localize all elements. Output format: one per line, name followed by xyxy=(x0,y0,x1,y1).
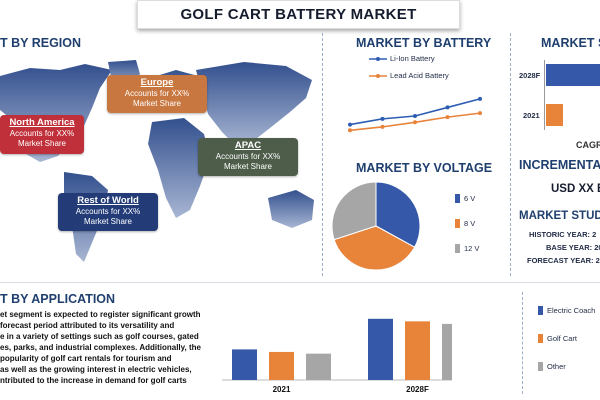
size-bar-2021 xyxy=(546,104,564,126)
legend-label: 6 V xyxy=(464,194,476,203)
voltage-legend-8v: 8 V xyxy=(455,219,475,228)
map-africa xyxy=(148,118,210,218)
battery-data-point xyxy=(445,115,450,120)
application-description: et segment is expected to register signi… xyxy=(0,309,201,386)
legend-label: 12 V xyxy=(464,244,480,253)
text-line: popularity of golf cart rentals for tour… xyxy=(0,354,172,363)
app-bar xyxy=(442,323,452,380)
battery-data-point xyxy=(348,122,352,127)
region-name: Rest of World xyxy=(77,195,139,206)
app-bar xyxy=(306,353,331,380)
legend-swatch xyxy=(538,362,543,371)
app-legend-other: Other xyxy=(538,362,566,371)
region-share-label: Market Share xyxy=(83,217,133,226)
region-box-north-america: North America Accounts for XX% Market Sh… xyxy=(0,115,84,154)
application-section-title: T BY APPLICATION xyxy=(0,292,116,306)
region-share: Accounts for XX% xyxy=(75,207,141,216)
divider-horizontal xyxy=(0,282,600,283)
legend-label: Lead Acid Battery xyxy=(390,71,449,80)
pie-slice xyxy=(333,225,416,271)
voltage-pie-chart xyxy=(331,181,421,271)
legend-swatch xyxy=(455,244,460,253)
legend-swatch xyxy=(455,194,460,203)
app-bar xyxy=(405,321,430,380)
app-category-label: 2028F xyxy=(406,385,429,394)
line-legend-icon xyxy=(369,73,387,78)
title-banner: GOLF CART BATTERY MARKET xyxy=(137,0,460,29)
battery-data-point xyxy=(478,111,482,116)
region-section-title: T BY REGION xyxy=(0,36,82,50)
battery-data-point xyxy=(413,120,417,125)
battery-data-point xyxy=(348,128,352,133)
app-category-label: 2021 xyxy=(273,385,291,394)
application-bar-chart: 2021 2028F xyxy=(222,318,452,394)
incremental-label: INCREMENTAL G xyxy=(519,158,600,172)
text-line: et segment is expected to register signi… xyxy=(0,310,201,319)
line-legend-icon xyxy=(369,56,387,61)
voltage-legend-6v: 6 V xyxy=(455,194,475,203)
battery-legend-liion: Li-Ion Battery xyxy=(369,54,435,63)
forecast-year: FORECAST YEAR: 20 xyxy=(527,256,600,265)
battery-legend-leadacid: Lead Acid Battery xyxy=(369,71,449,80)
region-share-label: Market Share xyxy=(17,139,67,148)
voltage-section-title: MARKET BY VOLTAGE xyxy=(356,161,493,175)
map-asia xyxy=(196,62,312,146)
usd-value: USD XX BI xyxy=(551,183,600,195)
legend-label: Other xyxy=(547,362,566,371)
region-share-label: Market Share xyxy=(132,99,182,108)
region-share: Accounts for XX% xyxy=(124,89,190,98)
size-bar-2028 xyxy=(546,64,600,86)
text-line: es, parks, and industrial complexes. Add… xyxy=(0,343,201,352)
text-line: as well as the growing interest in elect… xyxy=(0,365,192,374)
region-name: APAC xyxy=(234,140,262,151)
app-legend-electric-coach: Electric Coach xyxy=(538,306,595,315)
region-share-label: Market Share xyxy=(223,162,273,171)
pie-slice xyxy=(375,181,421,248)
pie-slice xyxy=(331,181,377,241)
app-legend-golf-cart: Golf Cart xyxy=(538,334,577,343)
app-bar xyxy=(269,351,294,380)
map-australia xyxy=(268,190,314,228)
battery-data-point xyxy=(445,105,450,110)
legend-label: 8 V xyxy=(464,219,476,228)
region-share: Accounts for XX% xyxy=(9,129,75,138)
battery-data-point xyxy=(380,116,385,121)
battery-data-point xyxy=(413,114,417,118)
size-axis xyxy=(544,60,545,130)
region-box-apac: APAC Accounts for XX% Market Share xyxy=(198,138,298,176)
divider-battery-size xyxy=(510,33,511,276)
divider-region-battery xyxy=(322,33,323,276)
text-line: e in a variety of settings such as golf … xyxy=(0,332,199,341)
text-line: forecast period attributed to its versat… xyxy=(0,321,175,330)
region-box-europe: Europe Accounts for XX% Market Share xyxy=(107,75,207,113)
legend-label: Li-Ion Battery xyxy=(390,54,435,63)
region-name: North America xyxy=(9,117,75,128)
market-size-section-title: MARKET S xyxy=(541,36,600,50)
voltage-legend-12v: 12 V xyxy=(455,244,479,253)
bar-label-2021: 2021 xyxy=(523,111,540,120)
legend-swatch xyxy=(455,219,460,228)
legend-label: Golf Cart xyxy=(547,334,578,343)
base-year: BASE YEAR: 20 xyxy=(546,243,600,252)
region-share: Accounts for XX% xyxy=(215,152,281,161)
legend-label: Electric Coach xyxy=(547,306,596,315)
battery-data-point xyxy=(380,124,385,129)
page-title: GOLF CART BATTERY MARKET xyxy=(180,6,417,23)
legend-swatch xyxy=(538,334,543,343)
battery-line-chart xyxy=(348,96,482,133)
text-line: ntributed to the increase in demand for … xyxy=(0,376,187,385)
historic-year: HISTORIC YEAR: 2 xyxy=(529,230,597,239)
study-title: MARKET STUDY xyxy=(519,210,600,222)
cagr-label: CAGR xyxy=(576,140,600,150)
battery-data-point xyxy=(478,96,482,101)
divider-app-legend xyxy=(522,292,523,394)
app-bar xyxy=(232,349,257,380)
battery-section-title: MARKET BY BATTERY xyxy=(356,36,492,50)
bar-label-2028: 2028F xyxy=(519,71,541,80)
region-name: Europe xyxy=(140,77,174,88)
region-box-rest-of-world: Rest of World Accounts for XX% Market Sh… xyxy=(58,193,158,231)
app-bar xyxy=(368,318,393,380)
legend-swatch xyxy=(538,306,543,315)
